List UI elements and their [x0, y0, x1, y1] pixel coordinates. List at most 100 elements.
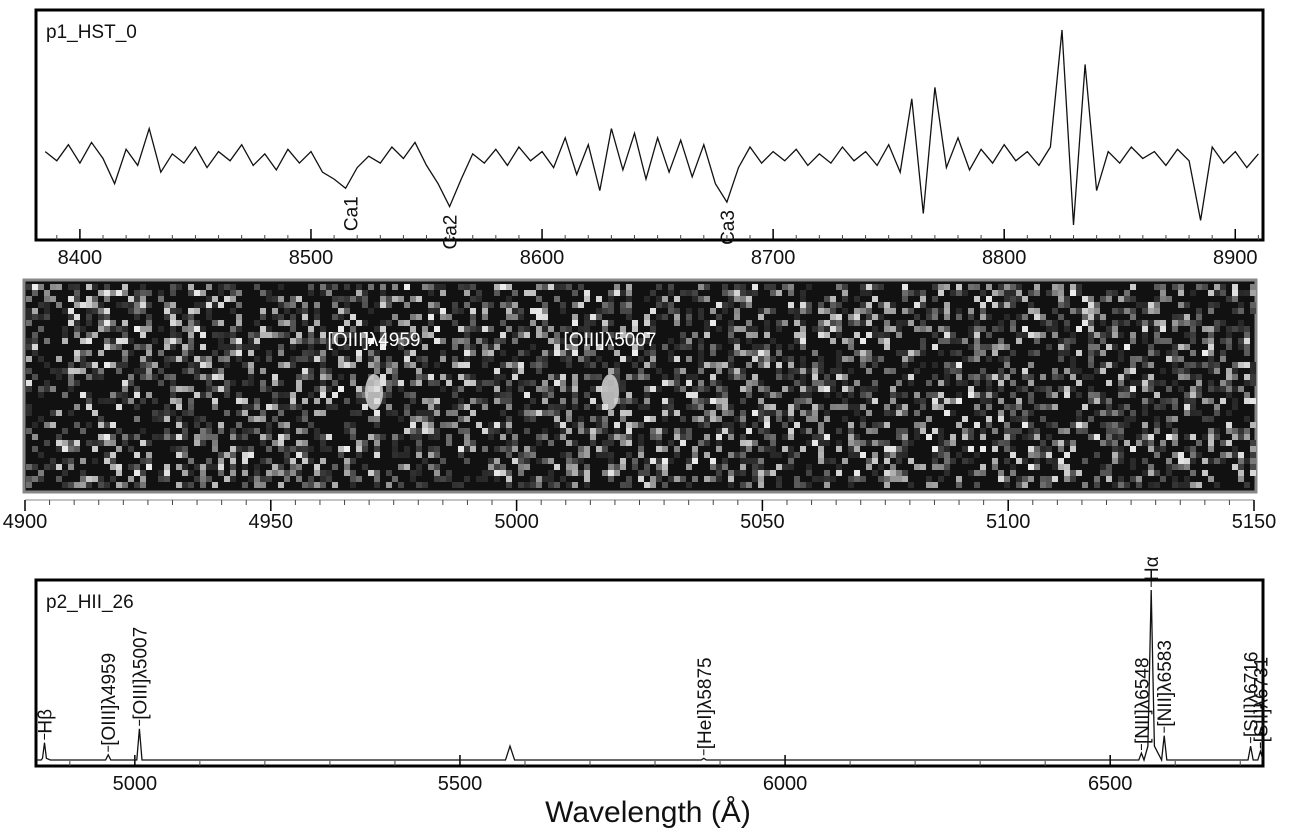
noise-pixel	[1166, 470, 1172, 476]
noise-pixel	[1022, 314, 1028, 320]
noise-pixel	[182, 410, 188, 416]
noise-pixel	[458, 416, 464, 422]
noise-pixel	[32, 422, 38, 428]
noise-pixel	[848, 386, 854, 392]
noise-pixel	[806, 440, 812, 446]
noise-pixel	[362, 404, 368, 410]
noise-pixel	[1046, 446, 1052, 452]
noise-pixel	[398, 464, 404, 470]
noise-pixel	[908, 374, 914, 380]
noise-pixel	[494, 290, 500, 296]
noise-pixel	[182, 446, 188, 452]
noise-pixel	[224, 392, 230, 398]
noise-pixel	[422, 362, 428, 368]
noise-pixel	[896, 458, 902, 464]
noise-pixel	[614, 428, 620, 434]
noise-pixel	[1022, 368, 1028, 374]
noise-pixel	[104, 314, 110, 320]
noise-pixel	[494, 392, 500, 398]
noise-pixel	[32, 308, 38, 314]
noise-pixel	[758, 350, 764, 356]
noise-pixel	[764, 344, 770, 350]
noise-pixel	[266, 296, 272, 302]
noise-pixel	[632, 374, 638, 380]
noise-pixel	[518, 362, 524, 368]
noise-pixel	[464, 284, 470, 290]
noise-pixel	[350, 422, 356, 428]
noise-pixel	[392, 368, 398, 374]
noise-pixel	[1088, 344, 1094, 350]
noise-pixel	[1238, 290, 1244, 296]
noise-pixel	[320, 290, 326, 296]
noise-pixel	[812, 374, 818, 380]
noise-pixel	[494, 428, 500, 434]
noise-pixel	[548, 326, 554, 332]
noise-pixel	[512, 368, 518, 374]
noise-pixel	[224, 362, 230, 368]
noise-pixel	[1154, 404, 1160, 410]
noise-pixel	[1226, 452, 1232, 458]
noise-pixel	[1124, 392, 1130, 398]
noise-pixel	[554, 332, 560, 338]
noise-pixel	[452, 422, 458, 428]
noise-pixel	[506, 362, 512, 368]
noise-pixel	[242, 398, 248, 404]
noise-pixel	[974, 326, 980, 332]
noise-pixel	[608, 434, 614, 440]
noise-pixel	[692, 386, 698, 392]
noise-pixel	[1040, 476, 1046, 482]
noise-pixel	[56, 302, 62, 308]
noise-pixel	[866, 356, 872, 362]
noise-pixel	[1010, 428, 1016, 434]
noise-pixel	[512, 458, 518, 464]
noise-pixel	[1184, 344, 1190, 350]
noise-pixel	[470, 380, 476, 386]
noise-pixel	[128, 398, 134, 404]
noise-pixel	[896, 404, 902, 410]
noise-pixel	[818, 308, 824, 314]
noise-pixel	[782, 386, 788, 392]
noise-pixel	[1052, 284, 1058, 290]
noise-pixel	[788, 290, 794, 296]
noise-pixel	[1100, 338, 1106, 344]
noise-pixel	[1094, 476, 1100, 482]
noise-pixel	[728, 374, 734, 380]
noise-pixel	[188, 398, 194, 404]
noise-pixel	[584, 404, 590, 410]
noise-pixel	[572, 374, 578, 380]
noise-pixel	[194, 362, 200, 368]
noise-pixel	[476, 398, 482, 404]
noise-pixel	[134, 290, 140, 296]
noise-pixel	[320, 470, 326, 476]
noise-pixel	[848, 404, 854, 410]
noise-pixel	[1196, 482, 1202, 488]
noise-pixel	[824, 332, 830, 338]
noise-pixel	[308, 326, 314, 332]
noise-pixel	[266, 386, 272, 392]
noise-pixel	[38, 386, 44, 392]
noise-pixel	[620, 464, 626, 470]
noise-pixel	[932, 464, 938, 470]
noise-pixel	[788, 308, 794, 314]
noise-pixel	[320, 374, 326, 380]
noise-pixel	[806, 308, 812, 314]
noise-pixel	[524, 458, 530, 464]
noise-pixel	[1142, 428, 1148, 434]
noise-pixel	[1070, 308, 1076, 314]
noise-pixel	[1010, 452, 1016, 458]
noise-pixel	[596, 296, 602, 302]
noise-pixel	[482, 302, 488, 308]
noise-pixel	[746, 362, 752, 368]
noise-pixel	[464, 476, 470, 482]
noise-pixel	[1196, 314, 1202, 320]
noise-pixel	[776, 326, 782, 332]
noise-pixel	[1142, 326, 1148, 332]
noise-pixel	[1250, 308, 1256, 314]
noise-pixel	[200, 470, 206, 476]
noise-pixel	[1250, 362, 1256, 368]
noise-pixel	[986, 296, 992, 302]
noise-pixel	[134, 452, 140, 458]
noise-pixel	[1190, 470, 1196, 476]
noise-pixel	[1010, 434, 1016, 440]
noise-pixel	[890, 410, 896, 416]
